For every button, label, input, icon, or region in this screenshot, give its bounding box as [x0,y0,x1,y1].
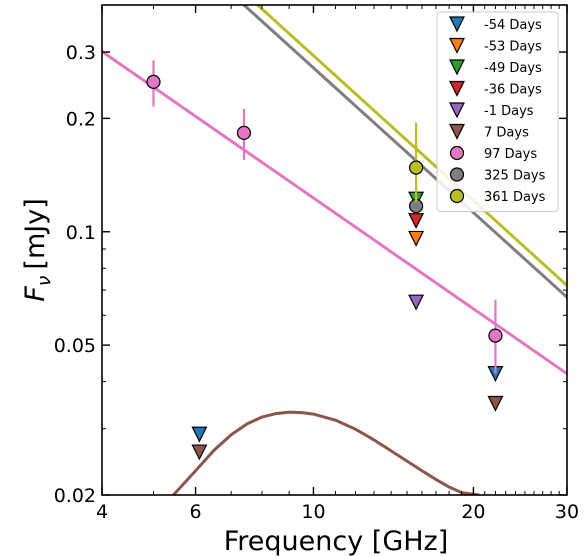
legend: -54 Days -53 Days -49 Days -36 Days -1 Days 7… [436,11,559,212]
x-tick-label: 4 [96,501,108,523]
legend-marker-325-days [449,167,465,182]
legend-label-53-days: -53 Days [484,40,542,55]
y-axis-title: Fν [mJy] [20,198,55,301]
53-days-point [408,230,425,247]
7-days-point [191,444,208,461]
x-tick-label: 10 [301,501,325,523]
legend-frame [436,11,559,212]
legend-label-361-days: 361 Days [484,190,546,205]
axes-layer: 4 6 10 20 30 0.02 0.05 0.1 0.2 0.3 [54,5,579,523]
legend-label-325-days: 325 Days [484,169,546,184]
54-days-point [191,426,208,443]
y-tick-label: 0.1 [66,222,96,244]
legend-label-36-days: -36 Days [484,83,542,98]
legend-marker-97-days [449,145,465,161]
97-days-point [146,74,161,89]
x-axis-title: Frequency [GHz] [224,526,449,556]
325-days-fit-line [242,5,567,299]
legend-marker-54-days [449,16,465,33]
x-tick-label: 30 [555,501,579,523]
legend-marker-7-days [449,123,465,140]
data-points-layer [146,60,504,461]
7-days-point [487,395,504,412]
97-days-point [236,125,252,141]
legend-marker-53-days [449,37,465,54]
1-days-point [408,294,425,311]
legend-label-97-days: 97 Days [484,147,537,162]
y-axis-symbol: F [20,286,51,302]
y-tick-label: 0.02 [54,485,96,507]
361-days-point [408,160,424,175]
x-tick-label: 20 [461,501,485,523]
y-axis-unit: [mJy] [20,198,51,269]
plot-frame [101,4,568,496]
legend-marker-36-days [449,80,465,97]
x-tick-label: 6 [190,501,202,523]
legend-marker-361-days [449,188,465,204]
legend-label-54-days: -54 Days [484,18,542,33]
legend-label-1-days: -1 Days [484,104,534,119]
7-days-model-curve [172,410,480,495]
36-days-point [408,213,425,230]
y-tick-label: 0.05 [54,335,96,357]
y-tick-label: 0.3 [66,42,96,64]
361-days-fit-line [256,5,567,287]
97-days-fit-line [102,50,567,375]
legend-marker-1-days [449,102,465,119]
legend-label-7-days: 7 Days [484,126,529,141]
y-tick-label: 0.2 [66,108,96,130]
y-axis-subscript: ν [33,275,55,286]
legend-marker-49-days [449,59,465,76]
fit-lines-layer [102,5,567,495]
legend-label-49-days: -49 Days [484,61,542,76]
97-days-point [488,328,503,343]
